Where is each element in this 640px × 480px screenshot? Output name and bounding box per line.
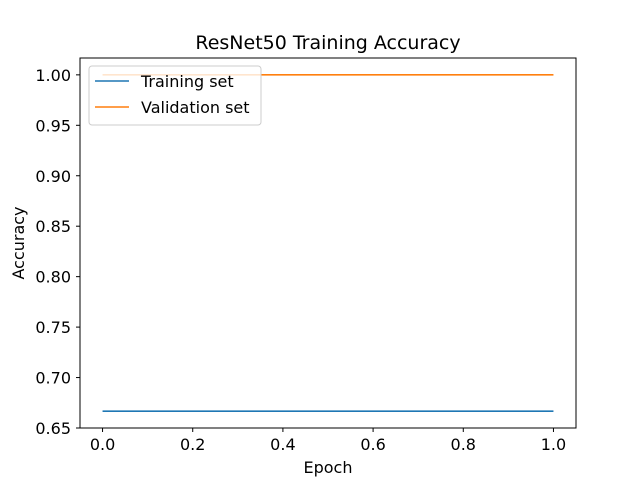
y-tick-label: 0.90 <box>35 167 71 186</box>
x-tick-label: 0.6 <box>360 435 385 454</box>
y-tick-label: 1.00 <box>35 66 71 85</box>
y-tick-label: 0.75 <box>35 318 71 337</box>
x-axis: 0.0 0.2 0.4 0.6 0.8 1.0 <box>90 428 566 454</box>
chart-title: ResNet50 Training Accuracy <box>195 32 460 54</box>
y-tick-label: 0.70 <box>35 369 71 388</box>
y-tick-label: 0.80 <box>35 268 71 287</box>
y-axis-label: Accuracy <box>9 206 28 279</box>
y-tick-label: 0.85 <box>35 217 71 236</box>
x-tick-label: 0.4 <box>270 435 295 454</box>
x-tick-label: 0.0 <box>90 435 115 454</box>
legend: Training set Validation set <box>88 65 262 126</box>
axes-frame <box>79 57 577 429</box>
x-tick-label: 0.2 <box>180 435 205 454</box>
x-axis-label: Epoch <box>304 458 353 477</box>
x-tick-label: 1.0 <box>541 435 566 454</box>
y-tick-label: 0.65 <box>35 419 71 438</box>
legend-label-1: Training set <box>140 72 234 91</box>
legend-box <box>88 65 262 126</box>
legend-label-2: Validation set <box>141 98 250 117</box>
y-tick-label: 0.95 <box>35 116 71 135</box>
x-tick-label: 0.8 <box>451 435 476 454</box>
y-axis: 0.65 0.70 0.75 0.80 0.85 0.90 0.95 1.00 <box>35 66 80 438</box>
